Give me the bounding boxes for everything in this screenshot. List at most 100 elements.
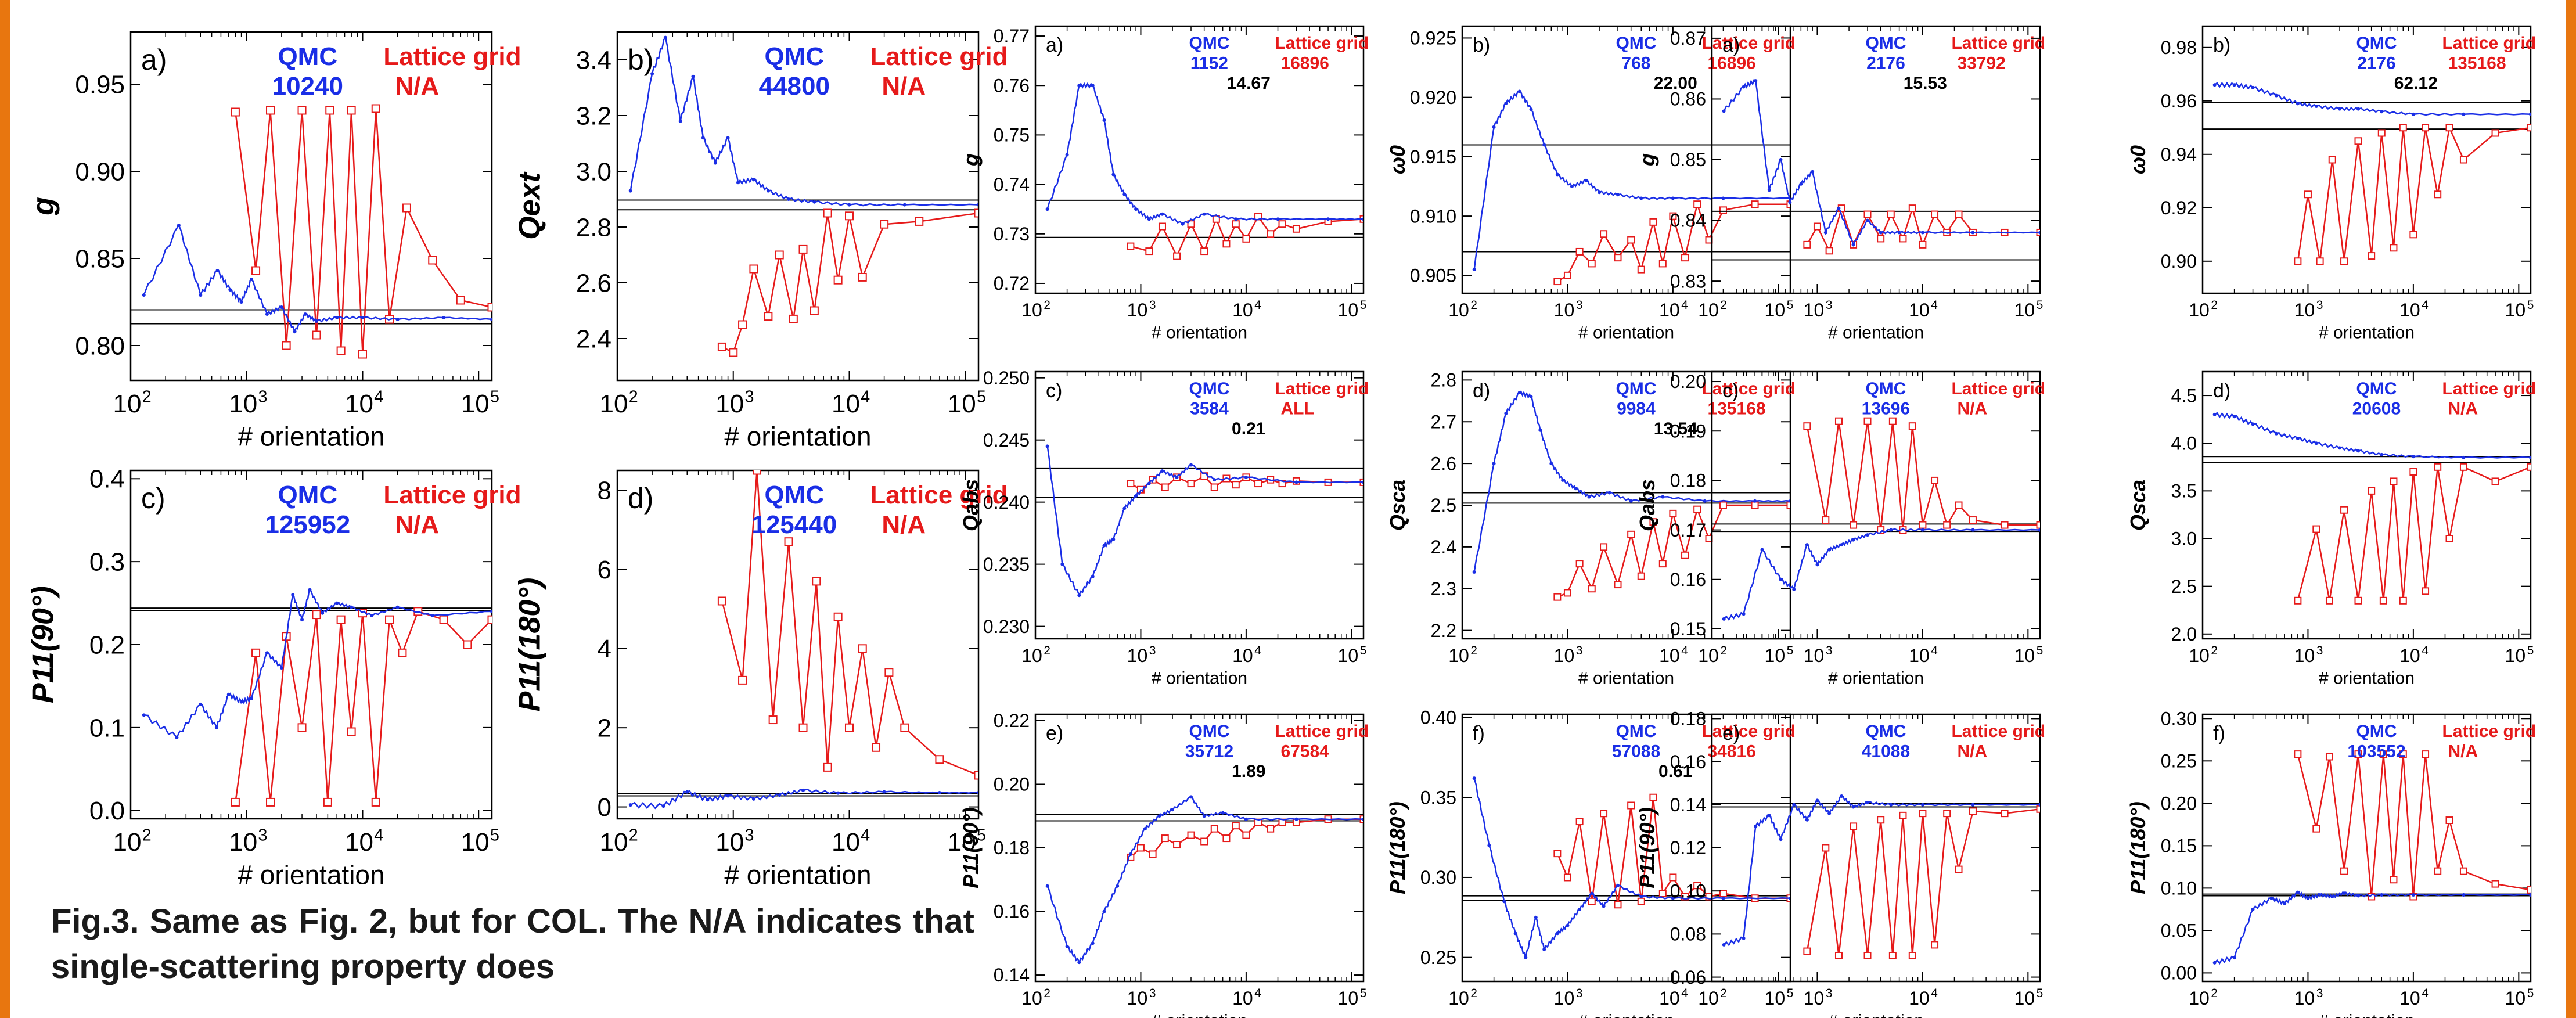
lattice-point [1242, 831, 1250, 839]
qmc-point [1629, 499, 1633, 503]
lattice-point [1563, 271, 1571, 279]
y-tick-label: 3.2 [576, 102, 611, 130]
qmc-point [1276, 217, 1280, 221]
qmc-point [663, 35, 667, 39]
lattice-legend-label: Lattice grid [1701, 379, 1796, 398]
lattice-point [798, 244, 808, 254]
qmc-point [1866, 218, 1870, 222]
efficiency-ratio: 13.54 [1654, 419, 1697, 438]
x-tick-label: 10 [2014, 300, 2035, 321]
qmc-series-line [1046, 82, 1363, 225]
qmc-point [2529, 112, 2531, 116]
qmc-series-line [1723, 78, 2040, 247]
lattice-point [1173, 252, 1181, 260]
lattice-point [1751, 200, 1759, 208]
qmc-point [1827, 548, 1832, 552]
lattice-count: N/A [395, 510, 439, 539]
lattice-point [1637, 897, 1645, 905]
qmc-point [1221, 811, 1225, 815]
qmc-point [2380, 110, 2384, 114]
x-tick-label: 10 [1659, 988, 1680, 1009]
y-tick-label: 3.0 [2171, 528, 2197, 549]
y-tick-label: 0.90 [2161, 251, 2197, 272]
y-tick-label: 2.4 [576, 325, 611, 353]
lattice-point [297, 106, 307, 115]
lattice-point [974, 208, 978, 218]
y-axis-label: P11(180°) [513, 578, 546, 712]
y-tick-label: 2.5 [1431, 495, 1456, 516]
qmc-count: 2176 [1866, 54, 1905, 73]
lattice-point [1693, 882, 1701, 890]
qmc-point [1060, 562, 1064, 566]
x-tick-label: 10 [345, 390, 373, 418]
lattice-point [1888, 951, 1897, 959]
lattice-point [2312, 525, 2320, 533]
lattice-legend-label: Lattice grid [383, 481, 521, 509]
lattice-point [1822, 516, 1830, 524]
y-axis-label: ω0 [1386, 145, 1409, 174]
y-tick-label: 0.10 [1670, 880, 1706, 901]
lattice-count: 16896 [1707, 54, 1755, 73]
y-tick-label: 0.3 [89, 548, 125, 577]
qmc-point [142, 713, 146, 717]
qmc-legend-label: QMC [2356, 722, 2397, 741]
lattice-point [1850, 521, 1858, 529]
plot-content [1035, 82, 1363, 260]
lattice-point [347, 727, 356, 736]
qmc-point [1202, 814, 1206, 818]
y-axis-label: P11(90°) [959, 807, 983, 888]
x-tick-exponent: 2 [142, 387, 152, 406]
panel-letter: c) [141, 482, 166, 515]
qmc-point [1971, 231, 1975, 235]
qmc-point [2232, 956, 2236, 960]
qmc-point [2462, 893, 2466, 897]
y-axis-label: Qabs [1635, 479, 1659, 531]
lattice-point [1919, 521, 1927, 529]
qmc-point [812, 200, 816, 204]
lattice-point [1658, 260, 1667, 268]
lattice-point [1908, 204, 1916, 213]
qmc-point [1823, 231, 1827, 235]
lattice-point [251, 266, 261, 275]
qmc-point [1045, 884, 1049, 888]
qmc-point [1722, 943, 1726, 947]
lattice-point [2001, 521, 2009, 529]
lattice-point [1614, 581, 1622, 589]
lattice-count: N/A [2448, 400, 2478, 419]
lattice-point [1200, 247, 1208, 256]
qmc-point [1542, 947, 1546, 951]
qmc-point [691, 74, 695, 78]
lattice-point [2328, 156, 2336, 164]
x-tick-exponent: 3 [1149, 987, 1156, 1000]
x-tick-label: 10 [1554, 988, 1575, 1009]
qmc-point [1598, 190, 1602, 195]
x-tick-exponent: 2 [1470, 987, 1477, 1000]
x-tick-label: 10 [1338, 645, 1359, 666]
lattice-point [1222, 240, 1231, 248]
lattice-point [1669, 212, 1677, 220]
qmc-point [1792, 587, 1796, 591]
lattice-point [2527, 886, 2531, 894]
x-tick-label: 10 [1127, 300, 1148, 321]
x-tick-label: 10 [345, 828, 373, 857]
lattice-point [398, 648, 407, 657]
qmc-point [1721, 196, 1725, 200]
y-tick-label: 0 [598, 793, 611, 822]
x-tick-label: 10 [600, 828, 628, 857]
x-tick-exponent: 5 [1787, 298, 1794, 312]
lattice-point [1863, 951, 1872, 959]
qmc-point [2038, 231, 2040, 235]
qmc-count: 20608 [2352, 400, 2401, 419]
qmc-point [265, 651, 269, 655]
qmc-point [1703, 499, 1707, 503]
lattice-point [1899, 235, 1907, 243]
lattice-point [2368, 487, 2376, 495]
qmc-legend-label: QMC [2356, 379, 2397, 398]
lattice-point [1969, 516, 1977, 524]
efficiency-ratio: 15.53 [1904, 74, 1947, 93]
lattice-point [2036, 521, 2040, 529]
x-tick-exponent: 3 [745, 387, 754, 406]
lattice-count: N/A [395, 72, 439, 100]
qmc-point [1171, 808, 1175, 812]
x-tick-label: 10 [1338, 988, 1359, 1009]
